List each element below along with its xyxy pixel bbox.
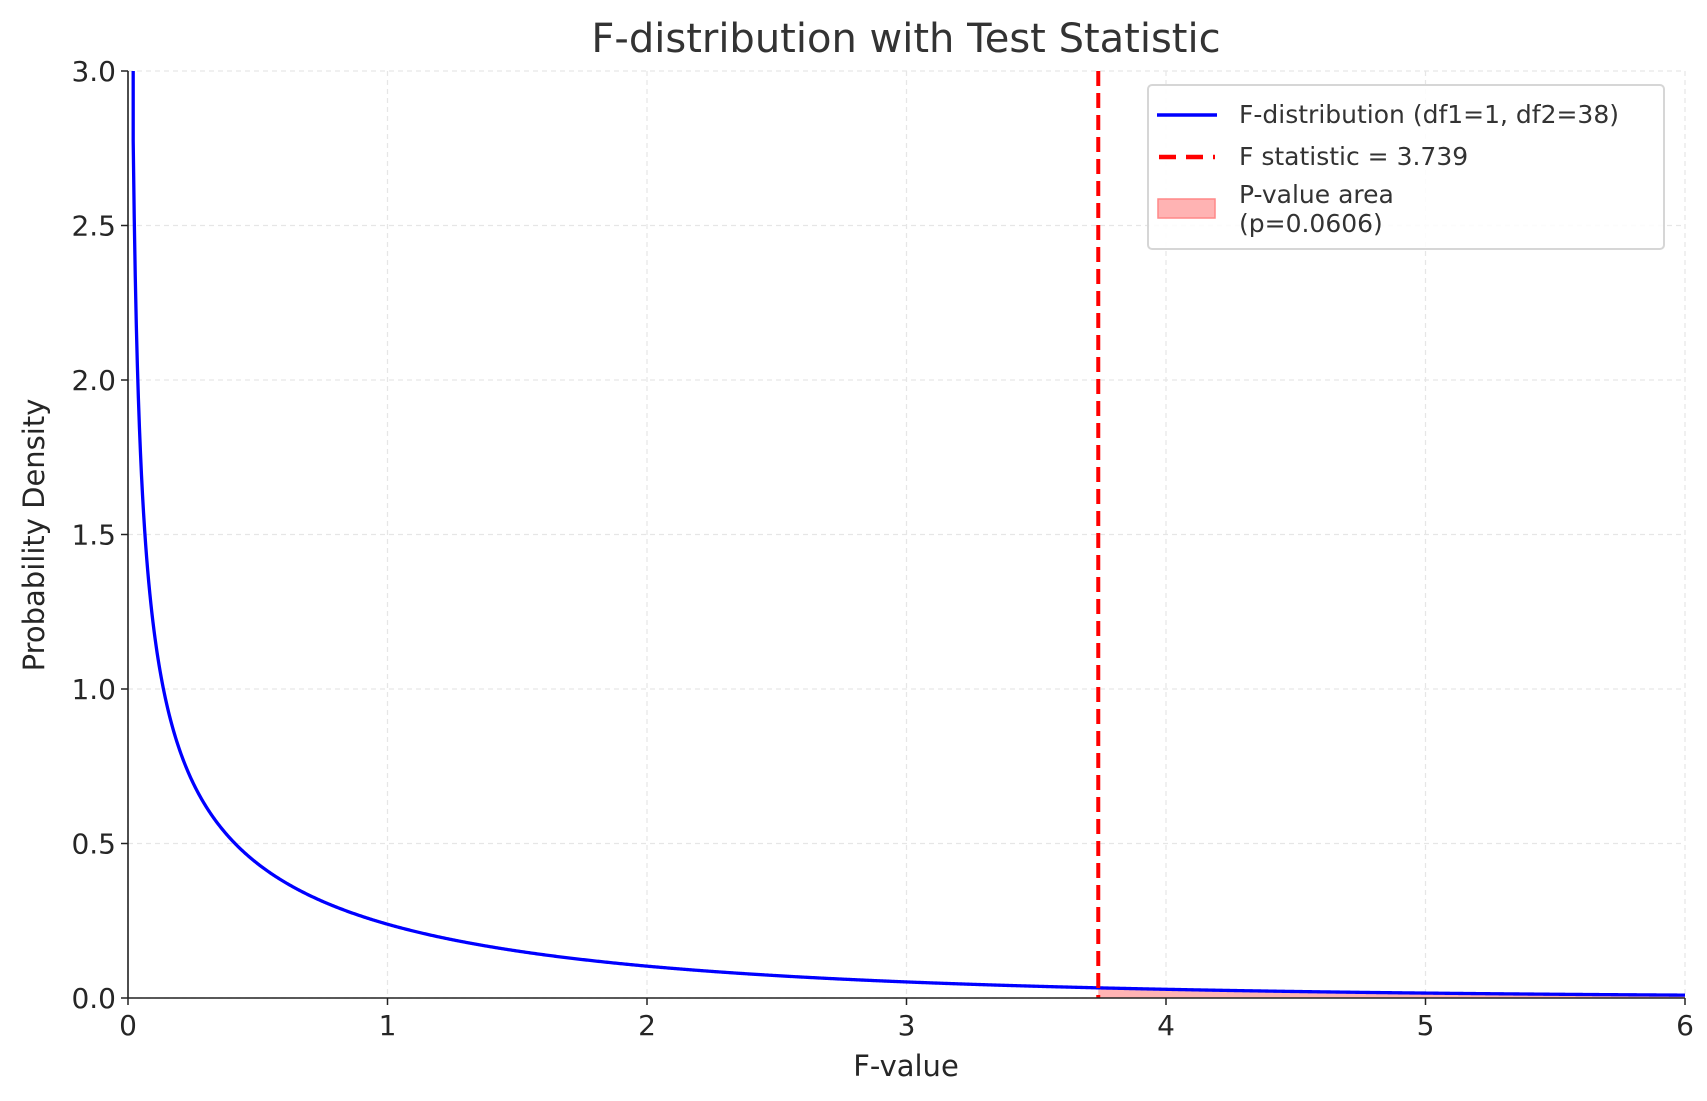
x-axis-label: F-value: [853, 1049, 959, 1083]
y-tick-label: 1.5: [71, 519, 116, 552]
y-tick-label: 1.0: [71, 673, 116, 706]
x-tick-label: 0: [119, 1009, 137, 1042]
legend-line-blue: [1157, 112, 1217, 117]
ticks: 0 1 2 3 4 5 6 0.0 0.5 1.0 1.5 2.0 2.5 3.0: [71, 55, 1693, 1042]
legend-item-p-value: P-value area (p=0.0606): [1157, 180, 1394, 238]
x-tick-label: 3: [898, 1009, 916, 1042]
x-tick-label: 5: [1417, 1009, 1435, 1042]
x-tick-label: 6: [1676, 1009, 1694, 1042]
legend-label: F-distribution (df1=1, df2=38): [1239, 100, 1619, 129]
y-tick-label: 0.0: [71, 982, 116, 1015]
x-tick-label: 2: [638, 1009, 656, 1042]
y-tick-label: 2.0: [71, 364, 116, 397]
legend-item-f-statistic: F statistic = 3.739: [1157, 142, 1468, 171]
y-tick-label: 0.5: [71, 828, 116, 861]
x-tick-label: 4: [1157, 1009, 1175, 1042]
legend: F-distribution (df1=1, df2=38) F statist…: [1147, 84, 1665, 250]
x-tick-label: 1: [379, 1009, 397, 1042]
y-tick-label: 2.5: [71, 210, 116, 243]
chart-title: F-distribution with Test Statistic: [591, 16, 1220, 62]
y-axis-label: Probability Density: [17, 399, 51, 672]
y-tick-label: 3.0: [71, 55, 116, 88]
legend-patch-pink: [1157, 198, 1216, 219]
f-distribution-curve: [131, 71, 1685, 997]
legend-label: F statistic = 3.739: [1239, 142, 1469, 171]
legend-item-distribution: F-distribution (df1=1, df2=38): [1157, 100, 1619, 129]
legend-label: P-value area (p=0.0606): [1239, 180, 1394, 238]
legend-line-red-dashed: [1159, 154, 1215, 159]
